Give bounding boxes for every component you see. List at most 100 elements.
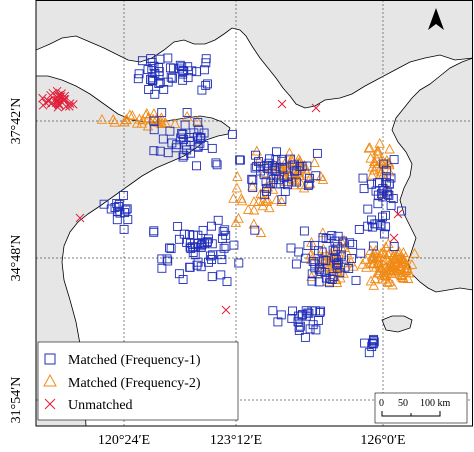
matched-frequency-2-marker [364, 142, 376, 153]
matched-frequency-1-marker [157, 254, 167, 264]
matched-frequency-1-marker [295, 162, 305, 171]
unmatched-marker [389, 233, 399, 243]
matched-frequency-1-marker [203, 79, 212, 89]
matched-frequency-1-marker [189, 128, 199, 138]
unmatched-marker [60, 94, 70, 104]
north-arrow-icon [428, 8, 444, 30]
matched-frequency-1-marker [271, 169, 281, 179]
x-icon [44, 398, 56, 410]
matched-frequency-1-marker [157, 263, 167, 273]
matched-frequency-2-marker [148, 108, 160, 118]
matched-frequency-2-marker [268, 172, 279, 182]
matched-frequency-1-marker [216, 250, 226, 260]
matched-frequency-2-marker [261, 195, 273, 206]
matched-frequency-1-marker [188, 248, 198, 257]
matched-frequency-1-marker [320, 267, 330, 277]
matched-frequency-1-marker [328, 245, 338, 255]
matched-frequency-1-marker [277, 154, 287, 164]
matched-frequency-2-marker [365, 257, 376, 268]
matched-frequency-2-marker [375, 247, 387, 258]
matched-frequency-1-marker [330, 246, 340, 256]
matched-frequency-2-marker [137, 114, 148, 125]
matched-frequency-2-marker [357, 258, 368, 269]
matched-frequency-1-marker [211, 158, 221, 168]
matched-frequency-1-marker [344, 264, 354, 273]
matched-frequency-1-marker [123, 215, 133, 225]
matched-frequency-1-marker [379, 159, 389, 169]
matched-frequency-2-marker [375, 262, 386, 273]
matched-frequency-2-marker [317, 227, 329, 238]
matched-frequency-1-marker [178, 130, 188, 139]
matched-frequency-1-marker [305, 173, 314, 183]
matched-frequency-1-marker [216, 270, 226, 280]
matched-frequency-1-marker [217, 234, 227, 243]
matched-frequency-2-marker [309, 156, 320, 167]
legend-box [37, 341, 239, 421]
matched-frequency-1-marker [290, 166, 299, 176]
matched-frequency-1-marker [179, 135, 189, 145]
matched-frequency-1-marker [221, 230, 231, 240]
matched-frequency-1-marker [384, 179, 394, 189]
matched-frequency-1-marker [302, 161, 312, 171]
matched-frequency-1-marker [185, 262, 195, 272]
matched-frequency-2-marker [379, 255, 390, 266]
matched-frequency-1-marker [118, 191, 128, 200]
matched-frequency-1-marker [99, 199, 109, 209]
matched-frequency-1-marker [305, 324, 315, 334]
unmatched-marker [64, 102, 74, 111]
scale-label-0: 0 [379, 398, 384, 409]
matched-frequency-1-marker [273, 317, 283, 327]
matched-frequency-1-marker [379, 229, 389, 239]
matched-frequency-1-marker [149, 226, 159, 236]
matched-frequency-1-marker [165, 243, 174, 253]
matched-frequency-1-marker [166, 72, 176, 82]
unmatched-marker [55, 92, 65, 102]
matched-frequency-1-marker [325, 278, 334, 288]
scale-label-50: 50 [398, 398, 408, 409]
matched-frequency-1-marker [327, 231, 337, 241]
matched-frequency-1-marker [110, 203, 120, 212]
matched-frequency-1-marker [358, 173, 368, 183]
lat-label-1: 37°42′N [9, 98, 24, 145]
matched-frequency-1-marker [155, 77, 165, 87]
matched-frequency-2-marker [169, 118, 181, 129]
matched-frequency-1-marker [187, 66, 197, 76]
matched-frequency-2-marker [384, 166, 395, 177]
matched-frequency-2-marker [372, 145, 384, 156]
matched-frequency-1-marker [192, 67, 202, 77]
matched-frequency-1-marker [316, 306, 326, 316]
matched-frequency-1-marker [166, 244, 176, 254]
matched-frequency-1-marker [165, 126, 175, 136]
matched-frequency-1-marker [276, 310, 286, 320]
legend-label-matched-f1: Matched (Frequency-1) [68, 353, 201, 368]
matched-frequency-2-marker [140, 109, 152, 120]
matched-frequency-1-marker [217, 255, 227, 265]
matched-frequency-1-marker [250, 163, 260, 173]
matched-frequency-1-marker [300, 332, 310, 342]
matched-frequency-2-marker [264, 202, 275, 213]
matched-frequency-1-marker [169, 63, 178, 73]
matched-frequency-1-marker [301, 253, 311, 263]
matched-frequency-1-marker [260, 190, 270, 200]
matched-frequency-2-marker [231, 182, 243, 193]
matched-frequency-1-marker [389, 155, 399, 165]
matched-frequency-1-marker [177, 128, 187, 138]
matched-frequency-2-marker [365, 275, 377, 286]
matched-frequency-1-marker [311, 325, 321, 335]
matched-frequency-1-marker [254, 157, 263, 167]
matched-frequency-2-marker [372, 148, 383, 159]
matched-frequency-1-marker [144, 85, 154, 94]
matched-frequency-1-marker [290, 160, 300, 170]
legend-label-matched-f2: Matched (Frequency-2) [68, 376, 201, 391]
matched-frequency-1-marker [192, 161, 201, 171]
map-frame [35, 0, 473, 427]
matched-frequency-2-marker [384, 143, 395, 154]
matched-frequency-1-marker [268, 306, 278, 316]
matched-frequency-1-marker [369, 337, 379, 347]
matched-frequency-1-marker [303, 181, 313, 191]
matched-frequency-2-marker [396, 253, 407, 264]
matched-frequency-1-marker [173, 222, 183, 231]
matched-frequency-1-marker [201, 80, 211, 90]
matched-frequency-1-marker [163, 256, 173, 266]
matched-frequency-1-marker [154, 79, 164, 88]
